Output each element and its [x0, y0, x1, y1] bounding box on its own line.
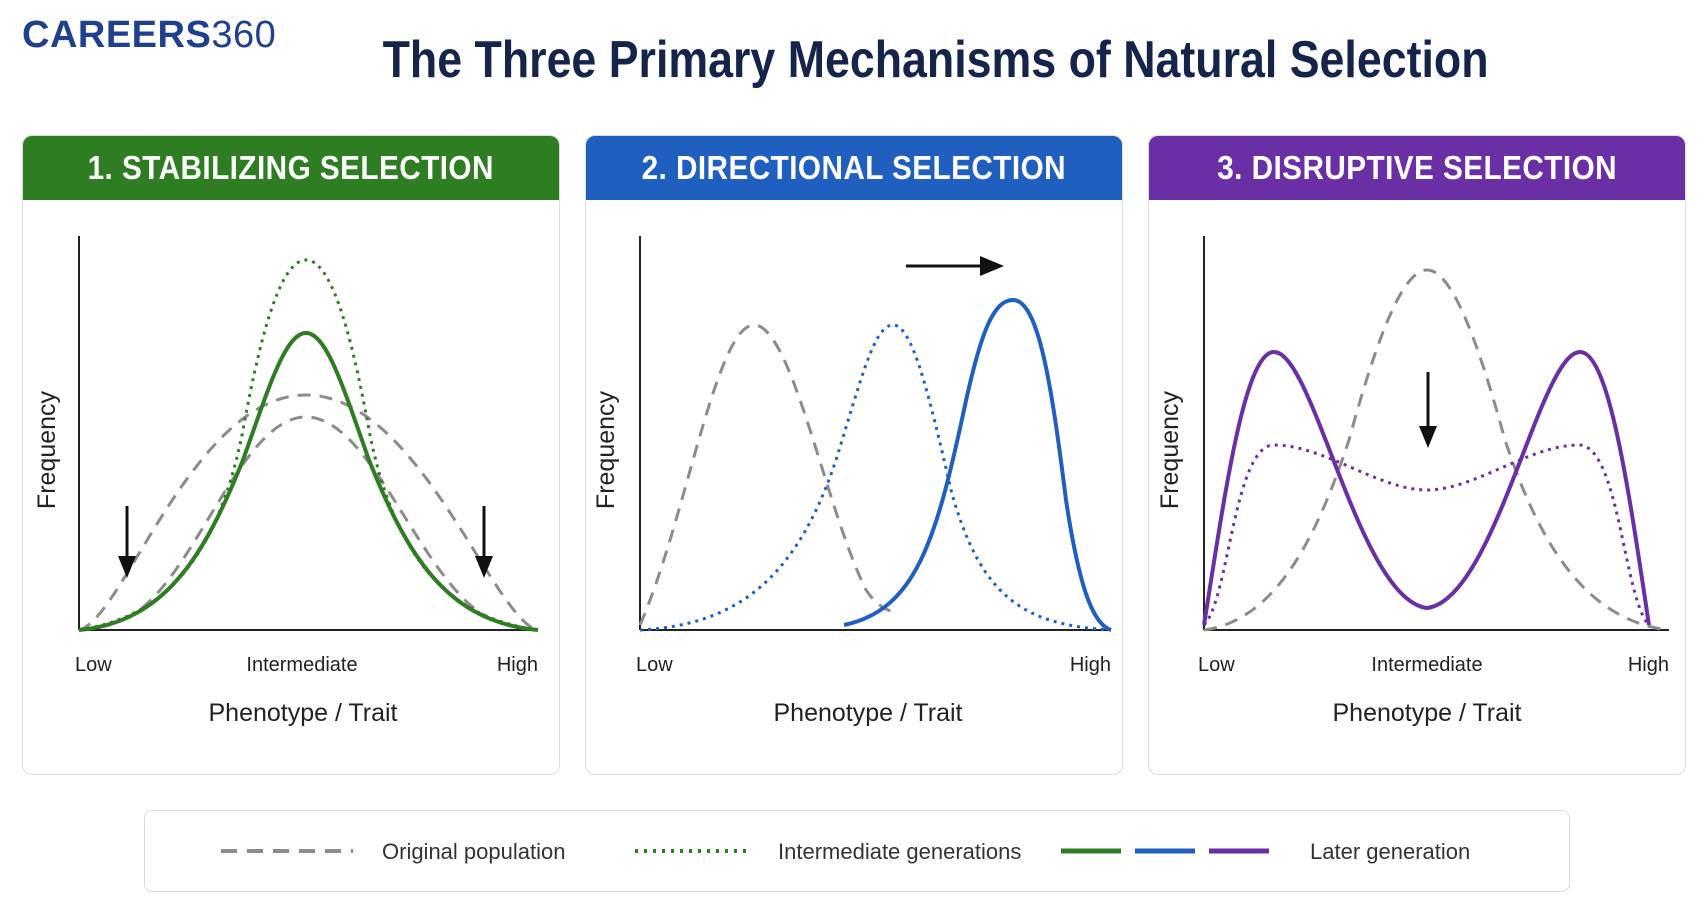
panel-heading-disruptive: 3. DISRUPTIVE SELECTION	[1217, 149, 1617, 186]
x-axis-label: Phenotype / Trait	[773, 699, 962, 727]
tick-label-high: High	[1628, 654, 1669, 676]
panel-header-disruptive: 3. DISRUPTIVE SELECTION	[1149, 136, 1685, 200]
down-arrow-center-icon	[1419, 372, 1437, 448]
down-arrow-left-icon	[118, 506, 136, 578]
stabilizing-plot: Frequency Low Intermediate High Phenotyp…	[33, 236, 539, 727]
page-title: The Three Primary Mechanisms of Natural …	[382, 31, 1489, 89]
tick-label-intermediate: Intermediate	[1371, 654, 1482, 676]
later-generation-curve	[1202, 349, 1651, 626]
panel-header-directional: 2. DIRECTIONAL SELECTION	[586, 136, 1122, 200]
panel-stabilizing-selection: 1. STABILIZING SELECTION Frequency Low I…	[22, 135, 560, 775]
panel-heading-stabilizing: 1. STABILIZING SELECTION	[87, 149, 495, 186]
x-axis-label: Phenotype / Trait	[208, 699, 397, 727]
legend: Original population Intermediate generat…	[144, 810, 1570, 892]
original-population-curve	[638, 323, 895, 626]
original-population-inner-curve	[122, 415, 494, 622]
y-axis-label: Frequency	[592, 390, 620, 509]
directional-plot: Frequency Low High Phenotype / Trait	[592, 236, 1112, 727]
intermediate-generations-curve	[639, 323, 1112, 632]
panel-disruptive-selection: 3. DISRUPTIVE SELECTION Frequency Low In…	[1148, 135, 1686, 775]
original-population-curve	[78, 393, 539, 632]
later-generation-curve	[843, 297, 1112, 632]
tick-label-low: Low	[75, 654, 112, 676]
careers360-logo: CAREERS360	[22, 14, 276, 57]
right-arrow-icon	[906, 256, 1004, 276]
tick-label-low: Low	[636, 654, 673, 676]
x-axis-label: Phenotype / Trait	[1332, 699, 1521, 727]
y-axis-label: Frequency	[33, 390, 61, 509]
tick-label-high: High	[1070, 654, 1111, 676]
legend-label-intermediate: Intermediate generations	[778, 839, 1022, 864]
down-arrow-right-icon	[475, 506, 493, 578]
later-generation-curve	[78, 330, 539, 632]
y-axis-label: Frequency	[1156, 390, 1184, 509]
original-population-curve	[1203, 268, 1670, 632]
tick-label-high: High	[497, 654, 538, 676]
logo-text-bold: CAREERS	[22, 14, 212, 56]
legend-label-later: Later generation	[1310, 839, 1471, 864]
disruptive-plot: Frequency Low Intermediate High Phenotyp…	[1156, 236, 1670, 727]
panel-heading-directional: 2. DIRECTIONAL SELECTION	[641, 149, 1067, 186]
intermediate-generations-curve	[78, 258, 539, 632]
intermediate-generations-curve	[1202, 443, 1651, 627]
tick-label-low: Low	[1198, 654, 1235, 676]
logo-text-light: 360	[211, 14, 277, 56]
tick-label-intermediate: Intermediate	[246, 654, 357, 676]
panel-header-stabilizing: 1. STABILIZING SELECTION	[23, 136, 559, 200]
legend-label-original: Original population	[382, 839, 566, 864]
panel-directional-selection: 2. DIRECTIONAL SELECTION Frequency Low H…	[585, 135, 1123, 775]
legend-swatches	[221, 848, 1269, 854]
